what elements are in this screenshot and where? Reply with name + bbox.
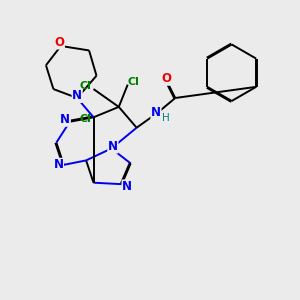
Text: Cl: Cl (79, 114, 91, 124)
Text: H: H (162, 113, 169, 123)
Text: N: N (151, 106, 161, 119)
Text: N: N (53, 158, 64, 171)
Text: O: O (161, 72, 171, 85)
Text: N: N (108, 140, 118, 153)
Text: N: N (72, 89, 82, 102)
Text: N: N (60, 113, 70, 126)
Text: O: O (54, 36, 64, 49)
Text: Cl: Cl (127, 76, 139, 87)
Text: Cl: Cl (79, 81, 91, 91)
Text: N: N (122, 180, 132, 193)
